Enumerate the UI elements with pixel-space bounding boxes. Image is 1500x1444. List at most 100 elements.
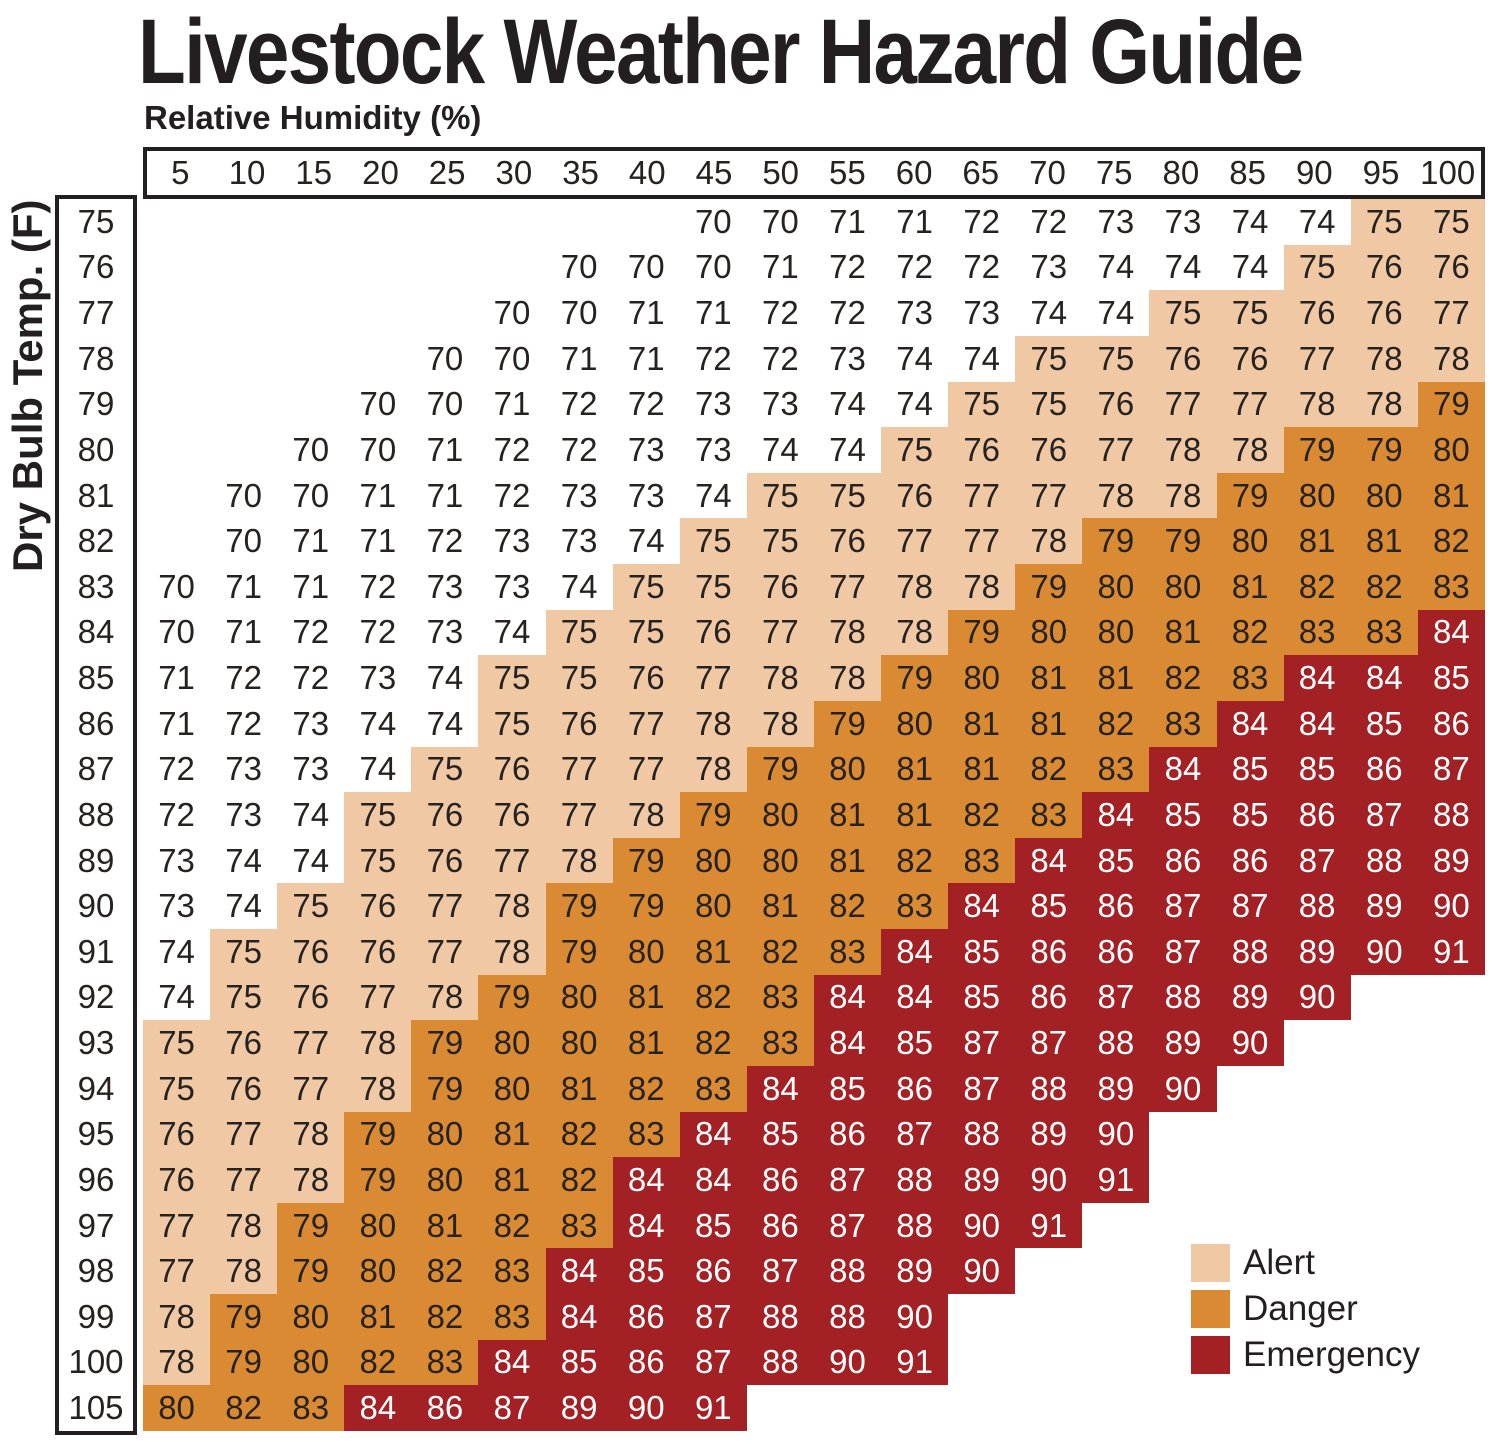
grid-cell: 82 [1015,746,1083,793]
temp-row-label: 80 [77,430,115,468]
grid-cell: 77 [1082,427,1150,473]
grid-row: 74 75 76 77 78 79 80 81 82 83 84 84 85 86 87 88 89 90 [143,974,1485,1021]
grid-cell: 75 [545,609,613,656]
grid-cell: 85 [679,1202,747,1249]
grid-cell: 78 [679,700,747,747]
grid-cell: 74 [1298,202,1336,240]
grid-cell: 73 [426,567,464,605]
temperature-axis: 75 76 77 78 79 80 81 82 83 84 85 86 87 88 89 90 91 92 93 94… [55,195,137,1435]
grid-cell: 76 [1417,244,1485,291]
grid-row: 73 74 74 75 76 77 78 79 80 80 81 82 83 84 85 86 86 87 88 89 [143,837,1485,884]
grid-cell: 73 [963,294,1001,332]
grid-cell: 79 [1216,472,1284,519]
grid-cell [143,245,210,291]
grid-cell: 76 [277,929,345,975]
grid-cell: 81 [679,929,747,975]
grid-cell: 83 [948,837,1016,884]
humidity-col-label: 50 [762,154,800,191]
legend-label: Alert [1243,1243,1315,1282]
grid-cell: 70 [158,567,195,605]
grid-cell: 82 [478,1202,546,1249]
grid-cell: 79 [679,792,747,838]
grid-row: 75 76 77 78 79 80 80 81 82 83 84 85 87 87 88 89 90 [143,1020,1485,1066]
grid-cell: 77 [612,700,680,747]
grid-cell: 77 [948,518,1016,564]
grid-cell: 90 [1417,883,1485,929]
grid-cell: 84 [948,883,1016,929]
grid-cell: 80 [545,974,613,1021]
grid-cell: 79 [612,837,680,884]
grid-cell: 72 [896,248,933,286]
grid-cell: 78 [478,929,546,975]
grid-cell: 76 [1216,335,1284,382]
grid-cell: 81 [1149,609,1217,656]
grid-cell: 89 [1350,883,1418,929]
grid-row: 78 79 80 81 82 83 84 86 87 88 88 90 [143,1294,1485,1340]
grid-cell [1418,975,1485,1021]
grid-cell [143,427,210,473]
grid-cell: 82 [746,929,814,975]
grid-cell: 78 [612,792,680,838]
grid-cell: 76 [411,792,479,838]
grid-cell: 87 [948,1065,1016,1112]
grid-cell: 74 [225,887,262,925]
grid-cell: 74 [694,476,732,514]
grid-row: 70 70 71 71 72 72 73 73 74 74 75 75 [143,199,1485,245]
grid-cell: 87 [1149,929,1217,975]
grid-cell: 74 [1231,248,1269,286]
grid-cell: 72 [225,704,262,742]
grid-row: 70 70 71 72 72 73 73 74 74 75 76 76 77 78 78 79 79 80 [143,427,1485,473]
grid-cell: 86 [1082,929,1150,975]
legend-item-emergency: Emergency [1191,1332,1420,1378]
grid-cell: 90 [1149,1065,1217,1112]
grid-cell: 78 [746,655,814,701]
grid-cell: 75 [1149,290,1217,336]
grid-cell [1015,1340,1082,1386]
grid-cell: 75 [411,746,479,793]
grid-cell: 91 [679,1385,747,1431]
grid-cell: 77 [813,564,882,610]
grid-cell: 79 [545,929,613,975]
humidity-col-label: 45 [695,154,733,191]
humidity-col-label: 70 [1029,154,1066,191]
grid-cell: 80 [612,929,680,975]
humidity-col-label: 30 [495,154,533,191]
grid-cell: 84 [612,1202,680,1249]
grid-cell: 73 [158,887,195,925]
grid-cell: 76 [813,518,882,564]
grid-cell: 72 [292,659,330,697]
grid-cell: 85 [948,974,1016,1021]
grid-cell: 82 [679,1020,747,1066]
temp-row-label: 90 [77,887,115,925]
grid-cell: 73 [292,750,330,788]
grid-cell: 78 [344,1020,412,1066]
grid-cell: 76 [344,883,412,929]
grid-row: 77 78 79 80 82 83 84 85 86 87 88 89 90 [143,1248,1485,1294]
grid-cell: 83 [277,1385,345,1431]
grid-row: 70 70 71 71 72 72 73 73 74 74 75 75 76 76 77 [143,290,1485,336]
grid-cell [1351,1020,1418,1066]
grid-cell: 73 [1097,202,1135,240]
grid-cell: 75 [277,883,345,929]
grid-cell: 91 [1082,1157,1150,1203]
grid-row: 71 72 73 74 74 75 76 77 78 78 79 80 81 81 82 83 84 84 85 86 [143,700,1485,747]
grid-cell: 82 [881,837,949,884]
grid-cell: 75 [344,792,412,838]
heat-index-grid: 70 70 71 71 72 72 73 73 74 74 75 75 70 70 70 71 72 72 72 73… [143,199,1485,1431]
temp-row-label: 81 [77,476,115,514]
grid-cell: 80 [344,1248,412,1294]
grid-cell [1351,1385,1418,1431]
grid-cell [277,245,344,291]
grid-cell: 86 [1216,837,1284,884]
grid-cell: 79 [1082,518,1150,564]
grid-cell: 70 [225,476,262,514]
grid-cell: 78 [1082,472,1150,519]
grid-cell: 71 [896,202,933,240]
grid-cell: 77 [545,746,613,793]
grid-cell [344,245,411,291]
grid-cell: 89 [1149,1020,1217,1066]
grid-cell: 79 [1350,427,1418,473]
grid-cell: 83 [478,1248,546,1294]
grid-cell [277,199,344,245]
temp-row-label: 82 [77,522,115,560]
